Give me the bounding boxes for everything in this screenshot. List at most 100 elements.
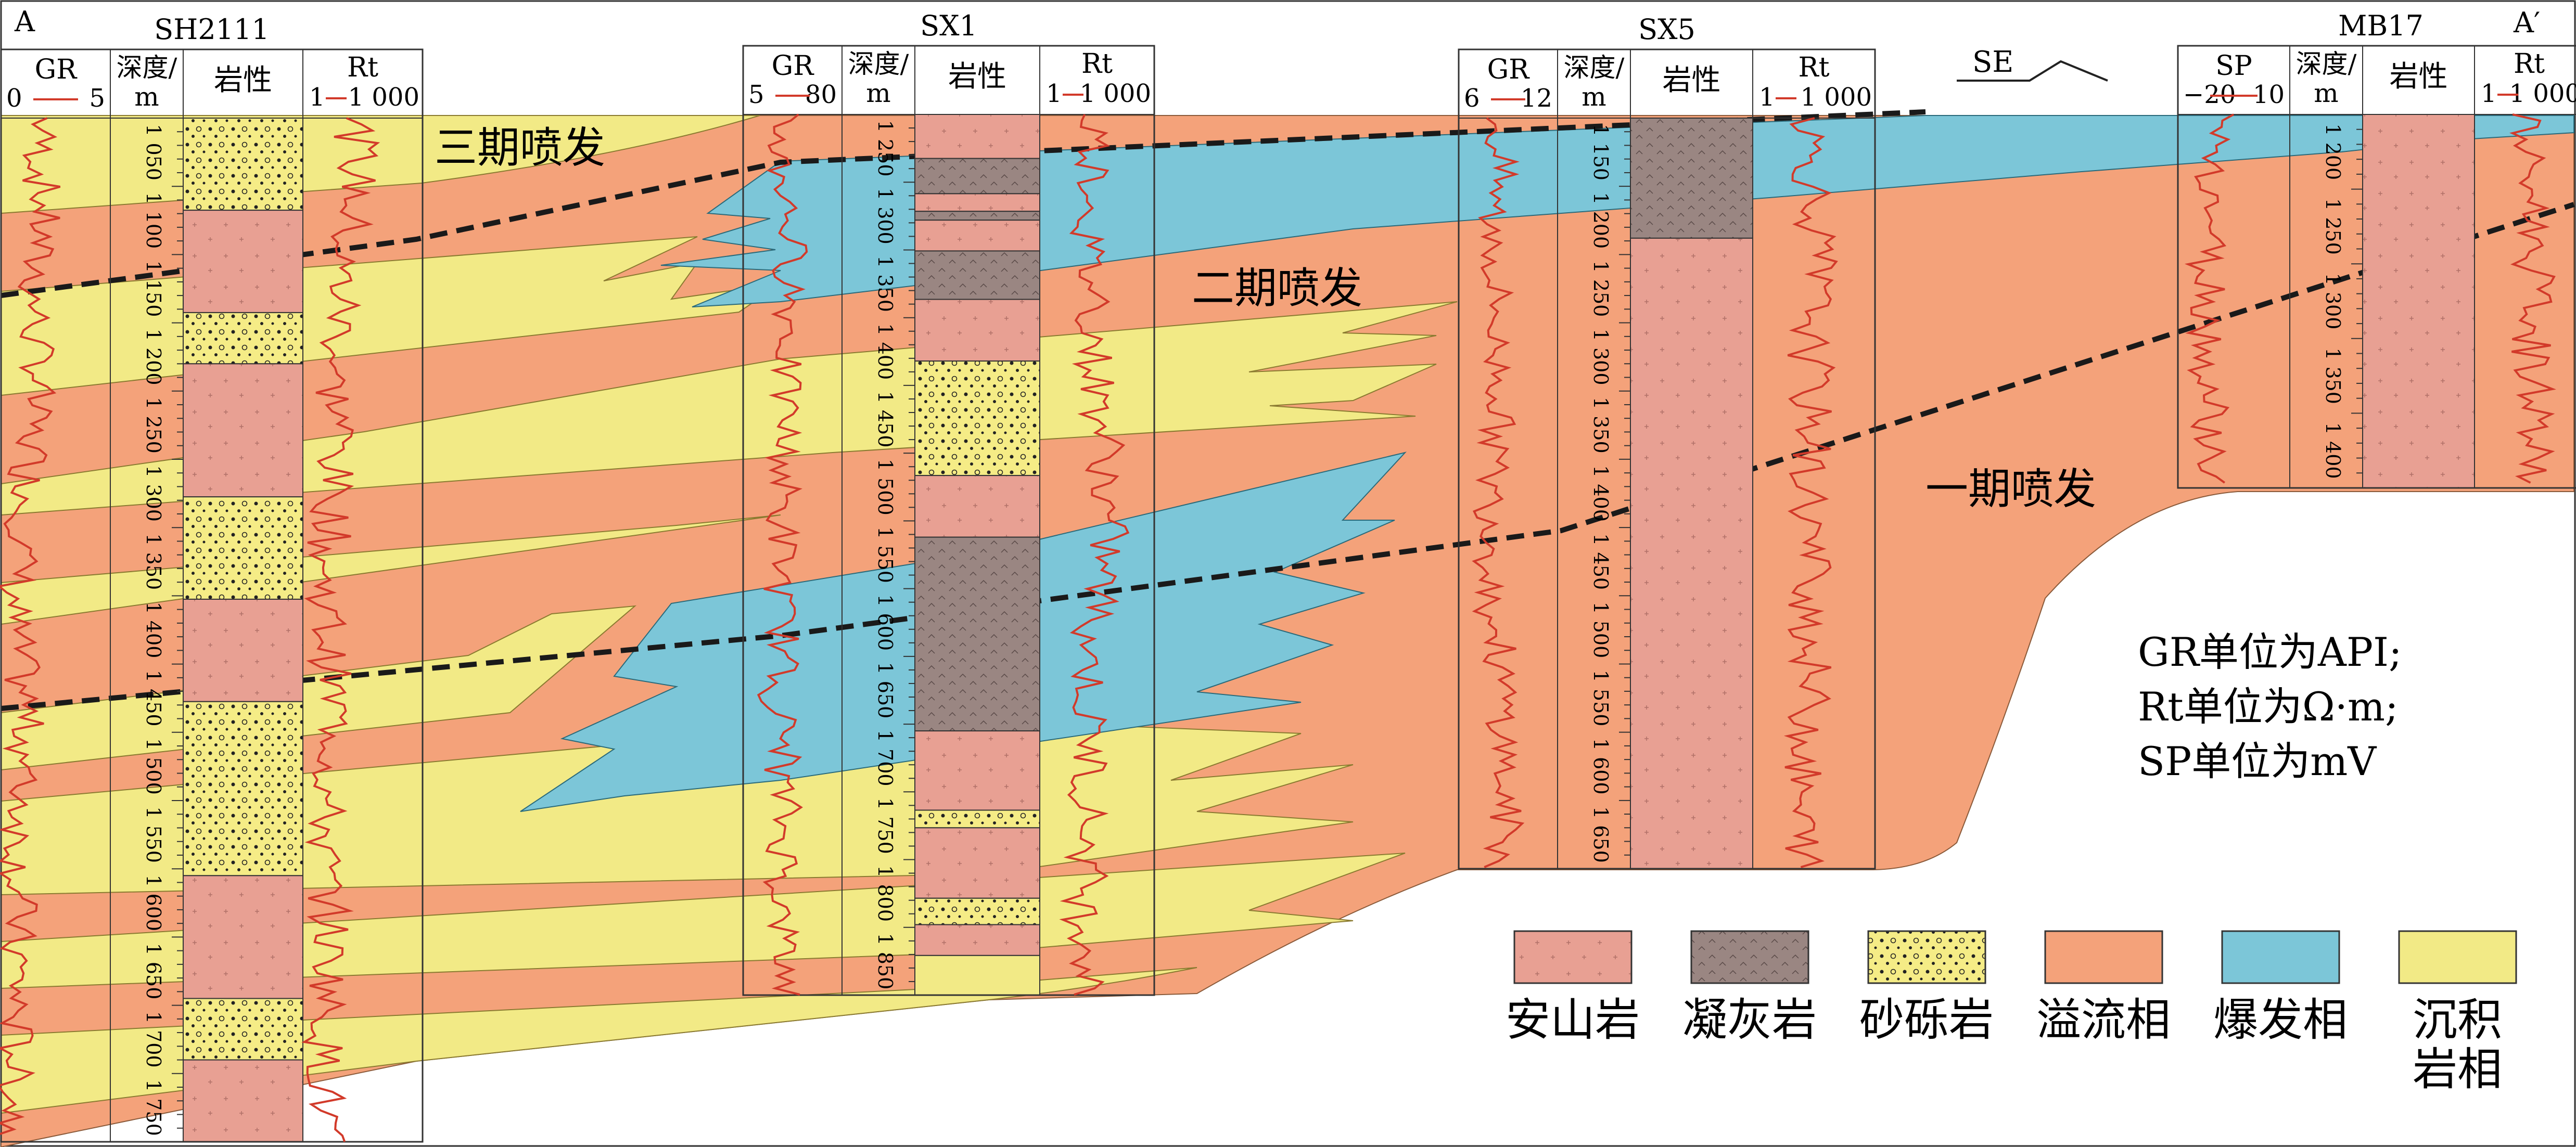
log-left-name: GR (772, 50, 815, 82)
lithology-andesite (914, 114, 1040, 159)
log-right-min: 1 (2481, 79, 2497, 108)
boundary-stage-3 (1, 109, 1926, 298)
depth-tick-label: 1 300 (874, 188, 897, 244)
legend-label-effusive-facies: 溢流相 (2036, 994, 2171, 1046)
lithology-tuff (914, 158, 1040, 195)
depth-tick-label: 1 600 (1589, 738, 1612, 795)
legend-label-explosive-facies: 爆发相 (2213, 994, 2348, 1046)
lithology-andesite (914, 220, 1040, 252)
depth-tick-label: 1 050 (142, 124, 165, 181)
gr-log-curve (1472, 117, 1525, 868)
depth-tick-label: 1 100 (142, 192, 165, 249)
log-right-name: Rt (2514, 48, 2545, 80)
legend-label-tuff: 凝灰岩 (1682, 994, 1817, 1046)
depth-tick-label: 1 250 (142, 397, 165, 454)
depth-tick-label: 1 450 (1589, 533, 1612, 590)
legend-swatch-explosive-facies (2221, 930, 2340, 984)
depth-tick-label: 1 450 (874, 391, 897, 448)
depth-unit: m (866, 78, 890, 108)
lithology-andesite (914, 299, 1040, 362)
lithology-andesite (183, 210, 303, 313)
depth-tick-label: 1 650 (874, 662, 897, 719)
depth-tick-label: 1 550 (874, 526, 897, 583)
stage-label-1: 一期喷发 (1925, 465, 2096, 514)
lithology-andesite (914, 475, 1040, 538)
well-frame (0, 48, 424, 1143)
log-right-name: Rt (347, 52, 378, 83)
depth-tick-label: 1 200 (142, 329, 165, 385)
lithology-sandstone-conglomerate (183, 998, 303, 1061)
rt-log-curve (1059, 114, 1130, 996)
depth-unit: m (2314, 78, 2338, 108)
depth-tick-label: 1 800 (874, 865, 897, 922)
stage-label-2: 二期喷发 (1192, 264, 1362, 313)
stage-boundaries (1, 109, 2575, 711)
direction-arrow-icon (1957, 60, 2108, 82)
direction-indicator: SE (1957, 45, 2108, 82)
depth-tick-label: 1 600 (874, 594, 897, 651)
lithology-sandstone-conglomerate (183, 701, 303, 877)
log-right-max: 1 000 (1801, 83, 1872, 112)
depth-tick-label: 1 300 (142, 465, 165, 522)
depth-tick-label: 1 350 (2322, 347, 2344, 404)
legend-swatch-sedimentary-facies (2398, 930, 2517, 984)
depth-tick-label: 1 250 (2322, 198, 2344, 255)
legend-swatch-effusive-facies (2044, 930, 2163, 984)
log-left-name: SP (2215, 50, 2252, 82)
well-frame (742, 45, 1155, 996)
depth-tick-label: 1 150 (142, 261, 165, 317)
well-name: SX1 (920, 9, 977, 42)
lithology-sandstone-conglomerate (183, 312, 303, 365)
lithology-andesite (183, 875, 303, 999)
depth-tick-label: 1 850 (874, 933, 897, 989)
depth-tick-label: 1 650 (142, 943, 165, 1000)
lithology-tuff (914, 536, 1040, 732)
sedimentary-layer-8 (1, 967, 1197, 1114)
depth-tick-label: 1 200 (1589, 192, 1612, 249)
log-left-max: 5 (89, 84, 105, 113)
legend-label-sandstone-conglomerate: 砂砾岩 (1859, 994, 1994, 1046)
log-right-max: 1 000 (348, 83, 419, 112)
lithology-sedimentary (914, 955, 1040, 996)
depth-unit: m (134, 82, 159, 112)
direction-label: SE (1972, 45, 2013, 79)
boundary-stage-2 (1, 202, 2575, 711)
log-left-max: 10 (2253, 80, 2285, 109)
depth-tick-label: 1 700 (142, 1011, 165, 1068)
gr-log-curve (0, 117, 61, 1142)
lithology-header: 岩性 (214, 63, 272, 97)
well-sh2111: SH2111 GR 0 5 深度/m 岩性 Rt 1 1 000 1 050 1 100 1 150 1… (0, 13, 424, 1143)
well-name: SX5 (1638, 13, 1695, 46)
depth-tick-label: 1 500 (142, 738, 165, 795)
log-left-max: 80 (805, 80, 837, 109)
lithology-andesite (183, 363, 303, 498)
depth-header: 深度/ (848, 49, 909, 79)
log-left-min: 5 (748, 80, 764, 109)
depth-tick-label: 1 400 (874, 323, 897, 380)
lithology-andesite (914, 193, 1040, 212)
depth-tick-label: 1 500 (1589, 601, 1612, 658)
lithology-header: 岩性 (948, 60, 1006, 94)
depth-tick-label: 1 350 (1589, 397, 1612, 454)
log-left-min: 6 (1464, 84, 1480, 113)
legend-label-sedimentary-facies: 岩相 (2413, 1043, 2502, 1096)
lithology-sandstone-conglomerate (914, 360, 1040, 476)
lithology-andesite (914, 730, 1040, 811)
depth-tick-label: 1 500 (874, 459, 897, 515)
rt-log-curve (2509, 113, 2557, 484)
depth-tick-label: 1 550 (1589, 670, 1612, 727)
units-note-rt: Rt单位为Ω·m; (2138, 684, 2399, 730)
depth-tick-label: 1 300 (2322, 273, 2344, 330)
depth-tick-label: 1 200 (2322, 123, 2344, 180)
log-right-max: 1 000 (2509, 79, 2576, 108)
lithology-andesite (2362, 114, 2475, 488)
stage-label-3: 三期喷发 (435, 123, 605, 173)
lithology-sandstone-conglomerate (914, 897, 1040, 925)
lithology-sandstone-conglomerate (914, 809, 1040, 829)
depth-tick-label: 1 750 (874, 797, 897, 854)
legend-swatch-tuff (1690, 930, 1809, 984)
log-right-name: Rt (1081, 48, 1113, 80)
well-name: SH2111 (154, 13, 270, 46)
rt-log-curve (301, 117, 380, 1142)
